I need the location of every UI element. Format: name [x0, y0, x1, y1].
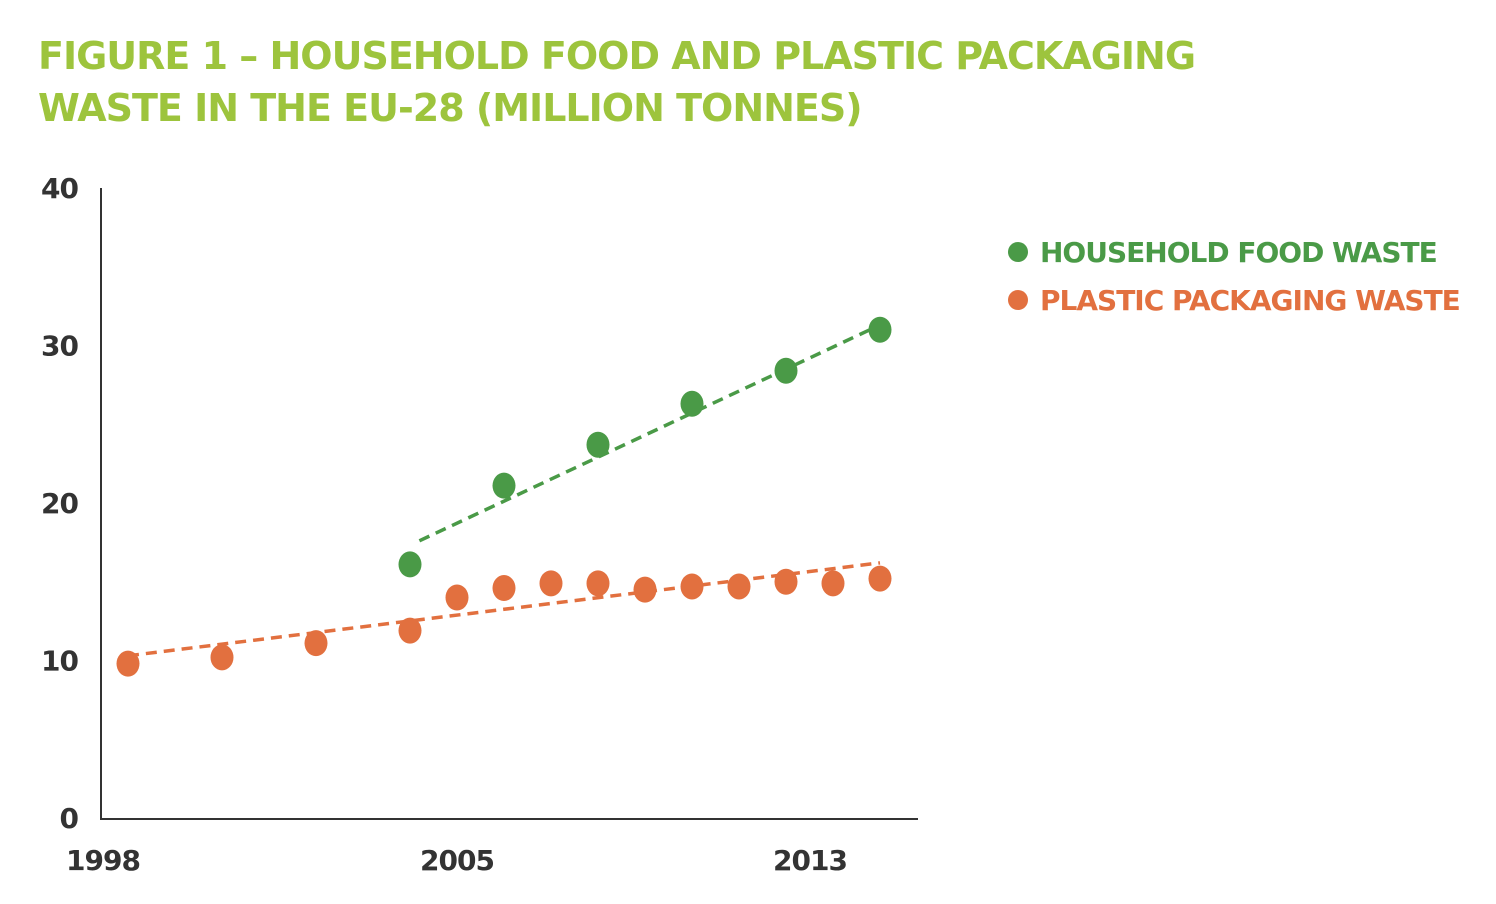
data-point-food — [398, 551, 422, 578]
data-point-plastic — [868, 565, 892, 592]
data-point-food — [774, 357, 798, 384]
legend-label-plastic: PLASTIC PACKAGING WASTE — [1040, 283, 1461, 317]
legend-label-food: HOUSEHOLD FOOD WASTE — [1040, 235, 1438, 269]
chart-title: FIGURE 1 – HOUSEHOLD FOOD AND PLASTIC PA… — [38, 34, 1196, 130]
y-tick-label: 10 — [41, 645, 78, 678]
data-point-food — [586, 431, 610, 458]
legend-item-food: HOUSEHOLD FOOD WASTE — [1008, 228, 1460, 276]
x-tick-label: 2005 — [420, 844, 494, 877]
data-point-plastic — [304, 630, 328, 657]
data-point-plastic — [633, 576, 657, 603]
data-point-plastic — [398, 617, 422, 644]
y-tick-label: 0 — [60, 802, 79, 835]
data-point-plastic — [680, 573, 704, 600]
y-tick-label: 30 — [41, 330, 78, 363]
data-point-plastic — [116, 650, 140, 677]
trendline-food — [418, 323, 881, 543]
legend-item-plastic: PLASTIC PACKAGING WASTE — [1008, 276, 1461, 324]
data-point-plastic — [210, 644, 234, 671]
data-point-food — [492, 472, 516, 499]
data-point-food — [680, 390, 704, 417]
data-point-plastic — [727, 573, 751, 600]
legend: HOUSEHOLD FOOD WASTE PLASTIC PACKAGING W… — [1008, 228, 1461, 324]
legend-marker-plastic — [1008, 290, 1028, 310]
trendline-plastic — [127, 561, 881, 658]
data-point-plastic — [445, 584, 469, 611]
x-tick-label: 1998 — [66, 844, 140, 877]
data-point-plastic — [492, 575, 516, 602]
y-tick-label: 20 — [41, 487, 78, 520]
data-point-food — [868, 316, 892, 343]
data-point-plastic — [586, 570, 610, 597]
data-point-plastic — [774, 568, 798, 595]
data-point-plastic — [821, 570, 845, 597]
y-tick-label: 40 — [41, 172, 78, 205]
data-point-plastic — [539, 570, 563, 597]
legend-marker-food — [1008, 242, 1028, 262]
x-tick-label: 2013 — [773, 844, 847, 877]
